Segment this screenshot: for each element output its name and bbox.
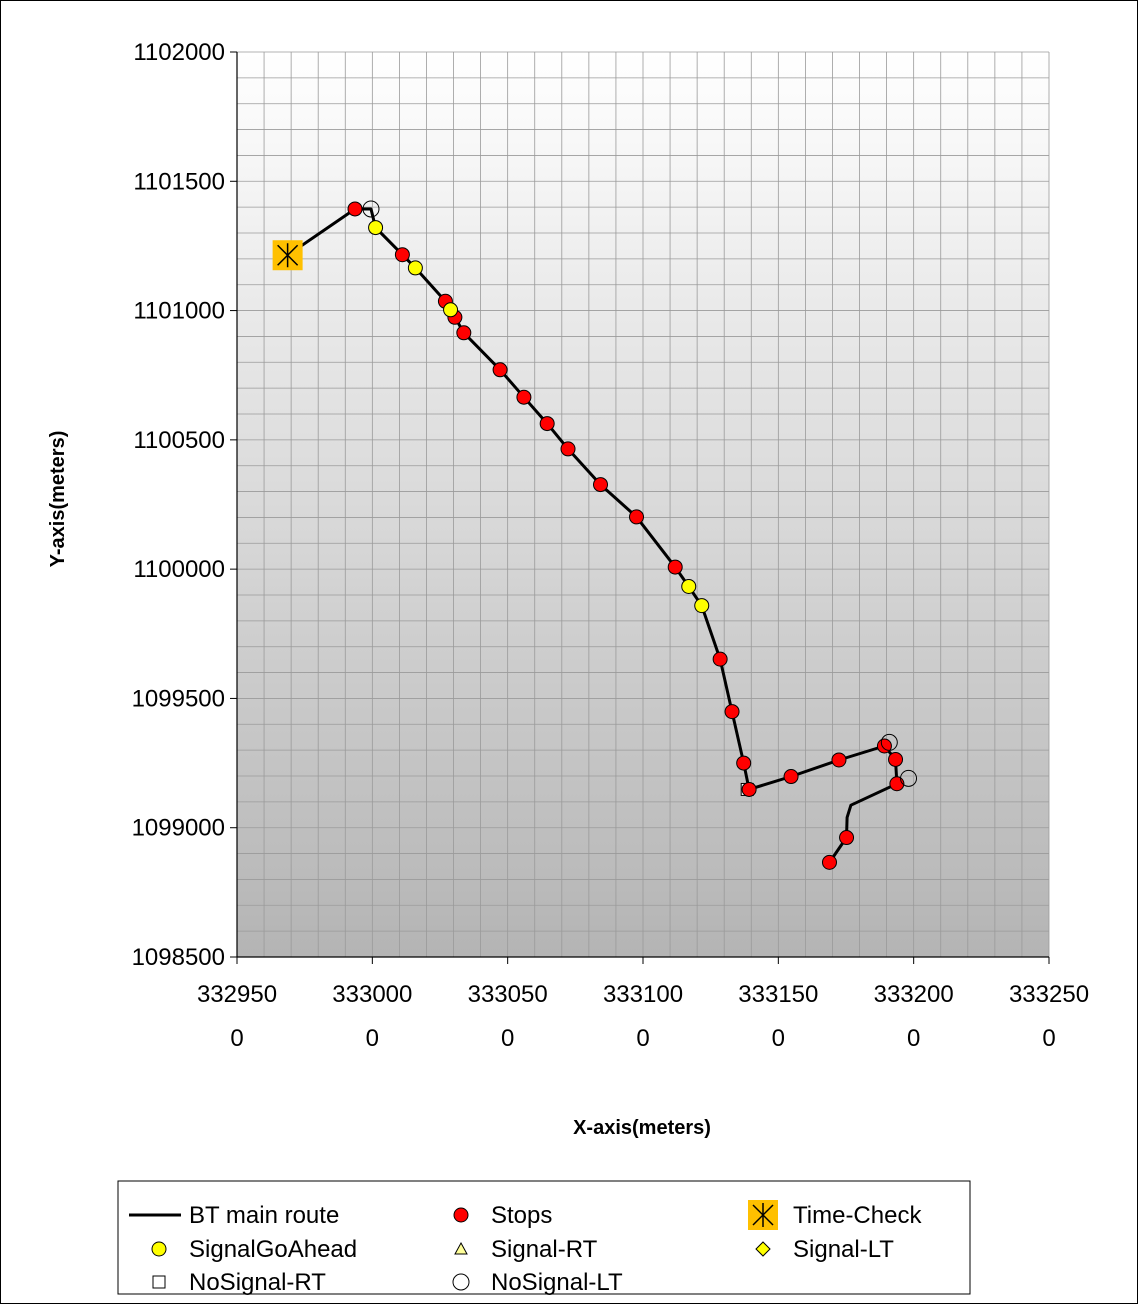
point-nosignal-lt [900,769,918,787]
legend-label: Stops [491,1202,552,1229]
x-tick-label-line2: 0 [366,1025,379,1052]
legend-item-signalgoahead: SignalGoAhead [151,1236,357,1263]
x-tick-label-line2: 0 [636,1025,649,1052]
legend-swatch [755,1241,771,1257]
point-stops [889,776,905,792]
y-tick-label: 1100500 [133,427,225,454]
point-stops [831,752,847,768]
x-tick-label: 333000 [332,981,412,1008]
y-tick-label: 1101000 [133,298,225,325]
point-stops [821,854,837,870]
legend-swatch [454,1241,468,1255]
x-tick-label: 333150 [738,981,818,1008]
point-stops [667,559,683,575]
point-stops [516,389,532,405]
y-axis-title: Y-axis(meters) [47,431,69,568]
x-axis-title: X-axis(meters) [573,1117,711,1139]
point-stops [736,755,752,771]
point-stops [593,477,609,493]
point-stops [560,441,576,457]
legend-swatch [452,1273,470,1291]
legend-label: BT main route [189,1202,339,1229]
point-stops [741,781,757,797]
legend-box [117,1180,971,1295]
legend-label: Time-Check [793,1202,922,1229]
x-tick-label-line2: 0 [501,1025,514,1052]
x-tick-label: 333250 [1009,981,1089,1008]
y-tick-label: 1098500 [132,944,225,971]
point-stops [394,247,410,263]
point-stops [456,325,472,341]
x-tick-label-line2: 0 [907,1025,920,1052]
legend-label: SignalGoAhead [189,1236,357,1263]
point-time-check [272,240,303,271]
x-tick-label: 332950 [197,981,277,1008]
legend-swatch [151,1241,167,1257]
y-tick-label: 1099000 [132,815,225,842]
point-signalgoahead [694,598,710,614]
legend-item-time-check: Time-Check [748,1200,922,1230]
legend-item-signal-lt: Signal-LT [755,1236,894,1263]
legend-item-nosignal-lt: NoSignal-LT [452,1269,623,1296]
point-stops [724,704,740,720]
point-nosignal-lt [362,200,380,218]
x-tick-label-line2: 0 [772,1025,785,1052]
x-tick-label-line2: 0 [230,1025,243,1052]
point-stops [492,362,508,378]
y-tick-label: 1100000 [133,556,225,583]
point-stops [839,830,855,846]
y-tick-label: 1101500 [133,168,225,195]
legend-item-signal-rt: Signal-RT [454,1236,598,1263]
point-stops [629,509,645,525]
y-tick-label: 1099500 [132,685,225,712]
point-stops [888,751,904,767]
point-stops [712,651,728,667]
legend-item-stops: Stops [453,1202,552,1229]
point-stops [783,769,799,785]
point-signalgoahead [681,578,697,594]
x-tick-label: 333200 [874,981,954,1008]
legend-item-nosignal-rt: NoSignal-RT [152,1269,326,1296]
point-stops [347,201,363,217]
legend-item-bt-main-route: BT main route [129,1202,339,1229]
point-signalgoahead [443,302,459,318]
point-stops [876,738,892,754]
legend-swatch [748,1200,778,1230]
legend-label: Signal-RT [491,1236,598,1263]
x-tick-label: 333100 [603,981,683,1008]
legend-label: NoSignal-RT [189,1269,326,1296]
legend: BT main route Stops Time-Check SignalGoAhea… [117,1180,971,1296]
legend-swatch [453,1207,469,1223]
legend-swatch [152,1275,166,1289]
legend-label: Signal-LT [793,1236,894,1263]
legend-label: NoSignal-LT [491,1269,623,1296]
x-tick-label: 333050 [468,981,548,1008]
y-tick-label: 1102000 [133,39,225,66]
point-nosignal-lt [880,733,898,751]
point-signalgoahead [407,260,423,276]
point-stops [539,416,555,432]
point-signalgoahead [368,220,384,236]
x-tick-label-line2: 0 [1042,1025,1055,1052]
